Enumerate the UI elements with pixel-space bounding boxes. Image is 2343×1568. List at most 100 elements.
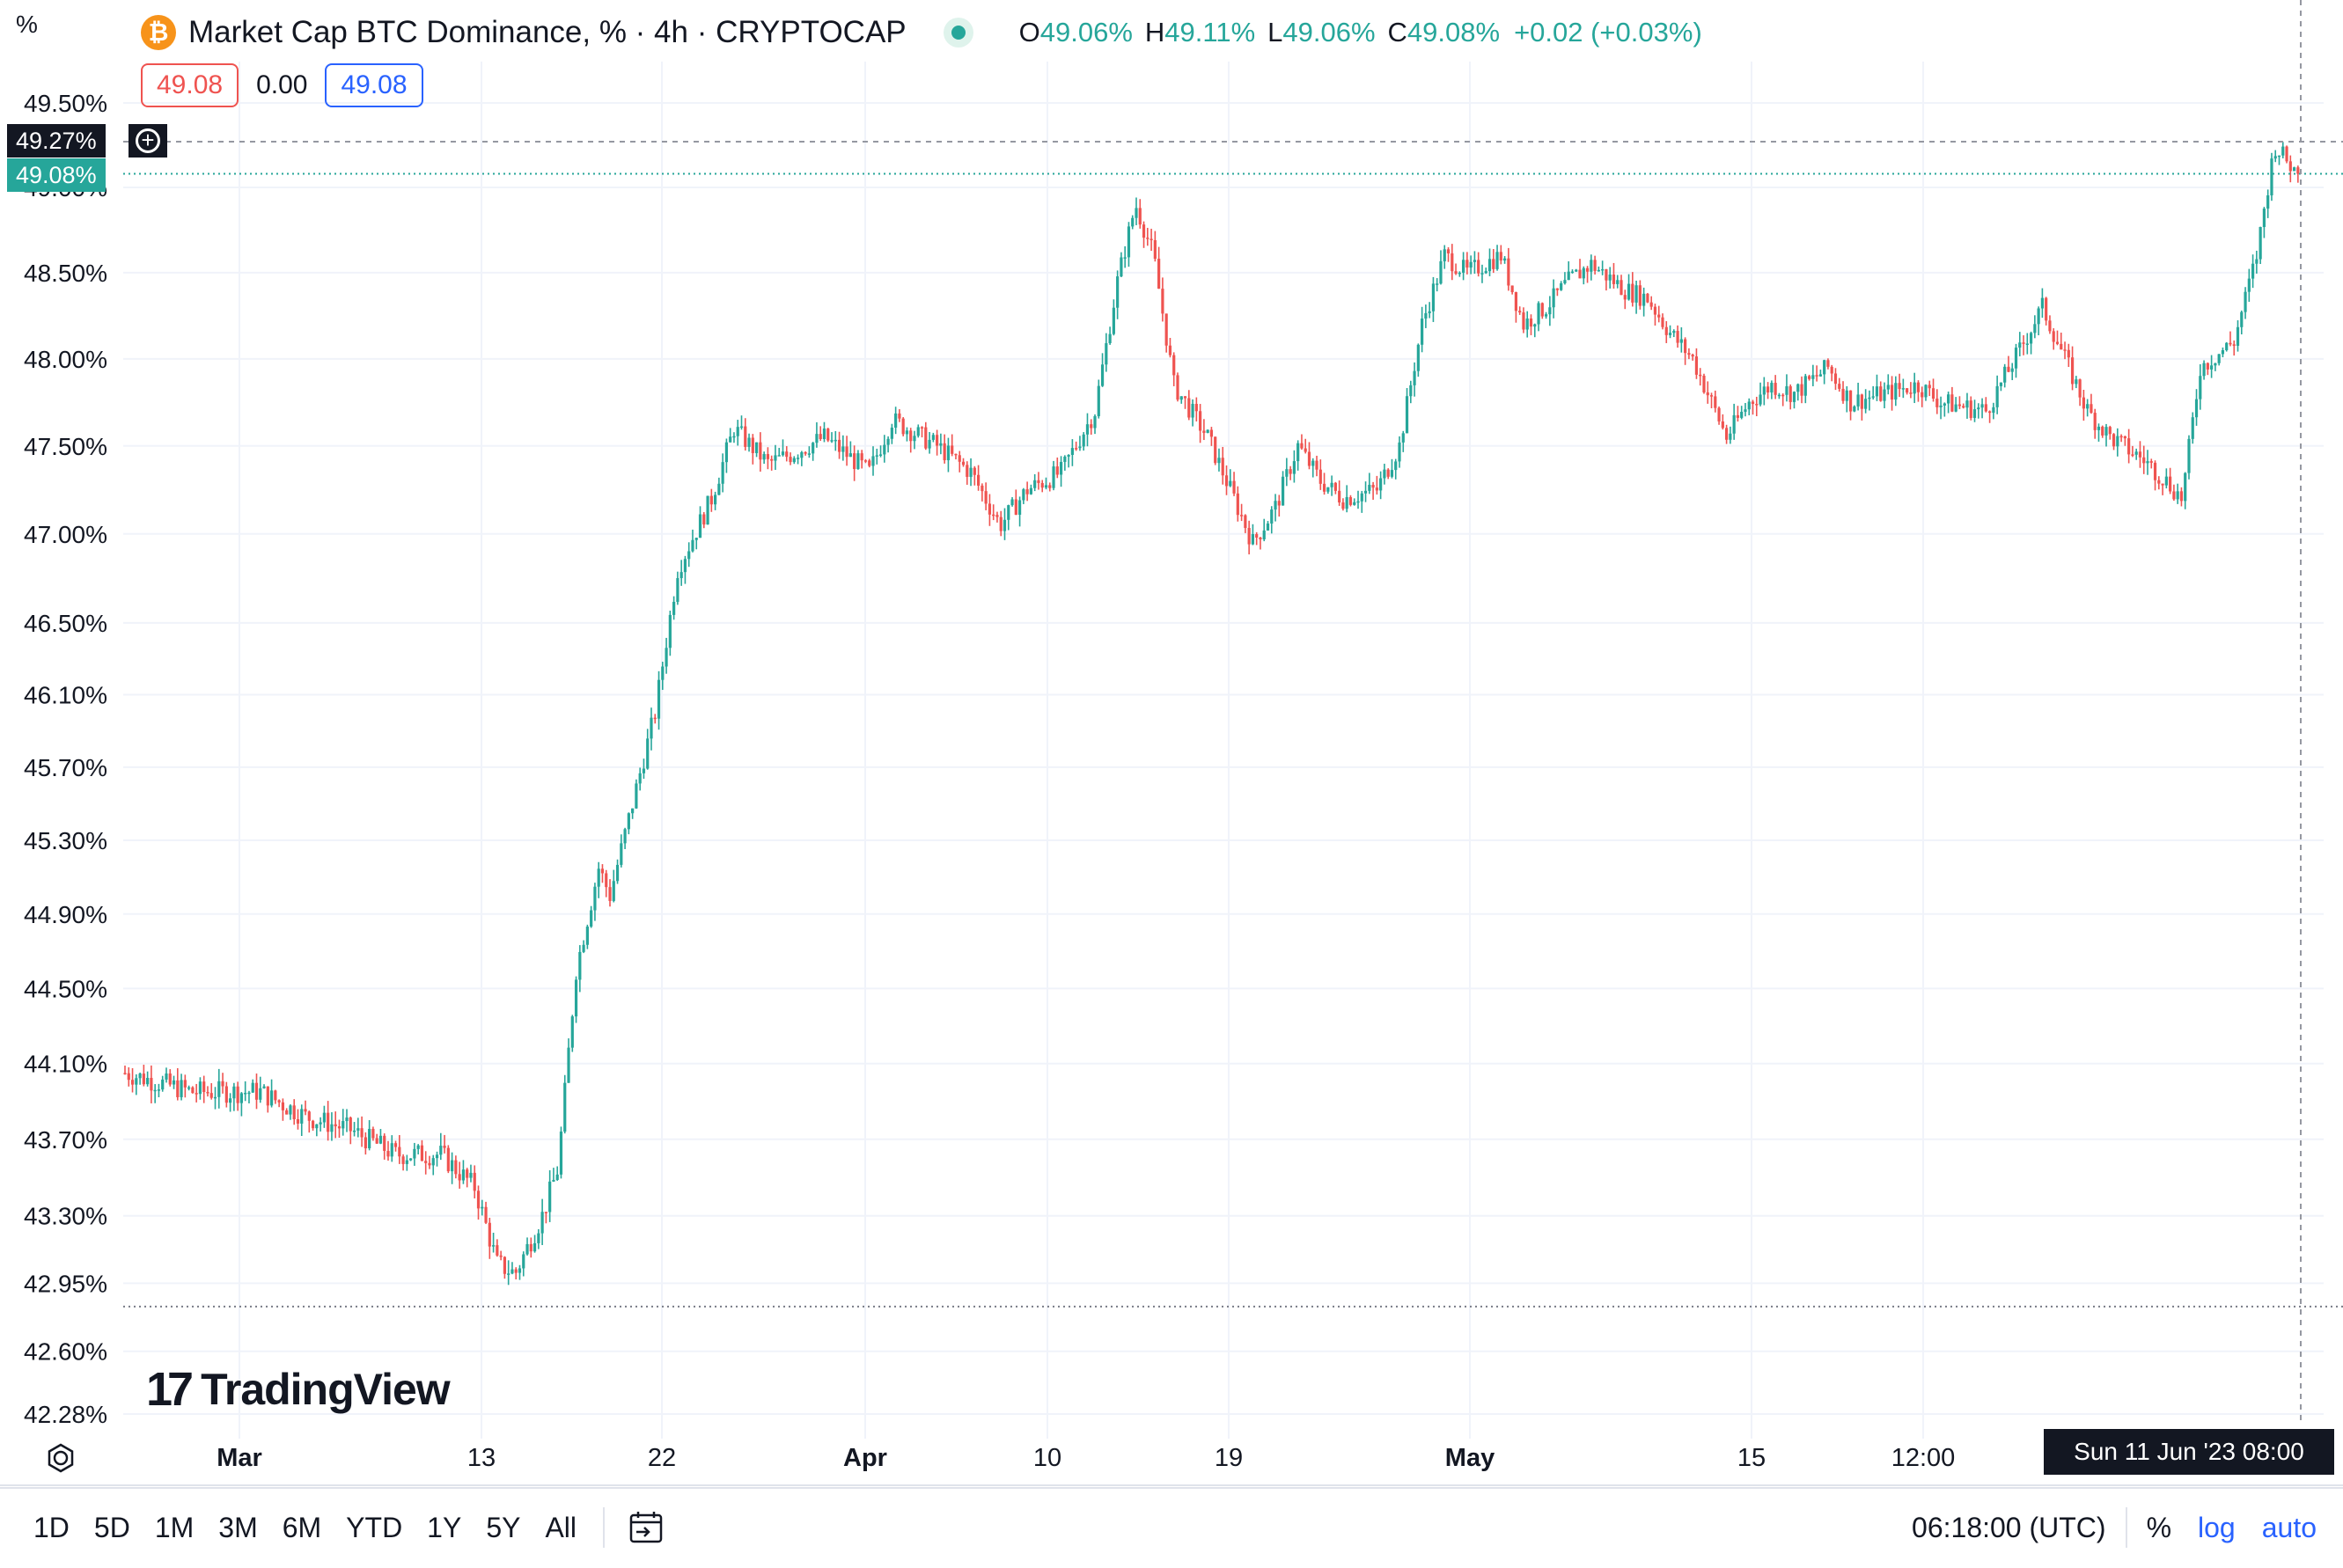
candle-body — [1947, 394, 1950, 404]
candle-body — [1785, 385, 1788, 395]
candle-body — [1593, 260, 1597, 271]
candle-body — [1277, 501, 1281, 506]
candle-body — [364, 1137, 367, 1148]
axis-settings-icon[interactable] — [46, 1443, 76, 1473]
candle-body — [1307, 451, 1311, 466]
candle-body — [2086, 404, 2090, 409]
timeframe-6m[interactable]: 6M — [282, 1511, 322, 1543]
candle-body — [759, 442, 762, 460]
candle-body — [717, 483, 721, 495]
candle-body — [1199, 411, 1202, 431]
candle-body — [863, 460, 868, 462]
candle-body — [672, 601, 676, 615]
candle-body — [1616, 280, 1620, 284]
candle-body — [1906, 388, 1909, 393]
candle-body — [2187, 438, 2191, 473]
candle-body — [1341, 502, 1345, 509]
candle-body — [342, 1121, 345, 1129]
y-tick-label: 45.70% — [24, 754, 107, 781]
candle-body — [1540, 303, 1544, 317]
candle-body — [650, 717, 653, 739]
candle-body — [1304, 448, 1307, 452]
candle-body — [1507, 258, 1510, 286]
candle-body — [1477, 260, 1480, 274]
candle-body — [1950, 394, 1954, 412]
candle-body — [390, 1143, 393, 1157]
candle-body — [1085, 424, 1090, 435]
candle-body — [1601, 268, 1605, 271]
open-key: O — [1018, 17, 1040, 48]
symbol-title[interactable]: Market Cap BTC Dominance, % · 4h · CRYPT… — [188, 15, 907, 49]
timeframe-3m[interactable]: 3M — [218, 1511, 258, 1543]
y-tick-label: 44.50% — [24, 975, 107, 1002]
candle-body — [1123, 257, 1127, 259]
candle-body — [420, 1145, 424, 1161]
candle-body — [416, 1145, 420, 1149]
candle-body — [1469, 261, 1473, 268]
timeframe-all[interactable]: All — [545, 1511, 577, 1543]
candle-body — [2217, 354, 2221, 363]
y-tick-label: 43.30% — [24, 1203, 107, 1230]
timeframe-1y[interactable]: 1Y — [427, 1511, 462, 1543]
candle-body — [138, 1073, 142, 1079]
y-tick-label: 47.50% — [24, 433, 107, 460]
candle-body — [1040, 482, 1044, 488]
candle-body — [1995, 385, 1999, 407]
price-chart[interactable]: 49.50%49.00%48.50%48.00%47.50%47.00%46.5… — [0, 0, 2343, 1487]
candle-body — [2262, 209, 2266, 227]
timeframe-ytd[interactable]: YTD — [346, 1511, 403, 1543]
candle-body — [1631, 283, 1634, 303]
market-status-icon[interactable] — [943, 18, 973, 48]
timeframe-5y[interactable]: 5Y — [486, 1511, 521, 1543]
timeframe-1m[interactable]: 1M — [154, 1511, 195, 1543]
candle-body — [638, 773, 642, 784]
candle-body — [856, 453, 860, 470]
candle-body — [1823, 360, 1826, 375]
candle-body — [570, 1016, 574, 1048]
percent-scale-toggle[interactable]: % — [2146, 1511, 2172, 1543]
candle-body — [1052, 466, 1055, 488]
candle-body — [1777, 394, 1781, 397]
candle-body — [1383, 469, 1386, 479]
candle-body — [266, 1086, 269, 1106]
candle-body — [1729, 433, 1732, 440]
utc-clock[interactable]: 06:18:00 (UTC) — [1912, 1511, 2106, 1543]
timeframe-5d[interactable]: 5D — [93, 1511, 130, 1543]
candle-body — [1394, 461, 1398, 471]
candle-body — [1537, 303, 1540, 325]
candle-body — [1853, 406, 1856, 412]
auto-scale-toggle[interactable]: auto — [2261, 1511, 2317, 1543]
open-value: 49.06% — [1039, 17, 1133, 48]
candle-body — [1262, 530, 1266, 539]
candle-body — [2244, 291, 2247, 312]
candle-body — [901, 418, 905, 435]
log-scale-toggle[interactable]: log — [2198, 1511, 2236, 1543]
candle-body — [269, 1090, 274, 1106]
candle-body — [1935, 398, 1939, 407]
candle-body — [845, 446, 848, 458]
candle-body — [2157, 480, 2161, 484]
candle-body — [969, 467, 973, 477]
candle-body — [770, 458, 774, 461]
candle-body — [349, 1117, 352, 1132]
candle-body — [213, 1096, 217, 1099]
timeframe-1d[interactable]: 1D — [33, 1511, 70, 1543]
add-alert-button[interactable]: + — [129, 124, 167, 158]
candle-body — [1800, 384, 1803, 396]
candle-body — [345, 1117, 349, 1122]
candle-body — [646, 738, 650, 769]
candle-body — [1281, 476, 1285, 506]
candle-body — [1921, 392, 1924, 398]
buy-button[interactable]: 49.08 — [325, 63, 423, 107]
candle-body — [1533, 324, 1537, 327]
candle-body — [1093, 416, 1097, 429]
candle-body — [1033, 480, 1037, 488]
candle-body — [1563, 280, 1567, 283]
sell-button[interactable]: 49.08 — [141, 63, 239, 107]
candle-body — [209, 1093, 213, 1098]
candle-body — [928, 439, 931, 449]
candle-body — [2134, 451, 2138, 455]
candle-body — [995, 515, 999, 517]
candle-body — [1333, 482, 1337, 491]
goto-date-icon[interactable] — [628, 1509, 665, 1546]
